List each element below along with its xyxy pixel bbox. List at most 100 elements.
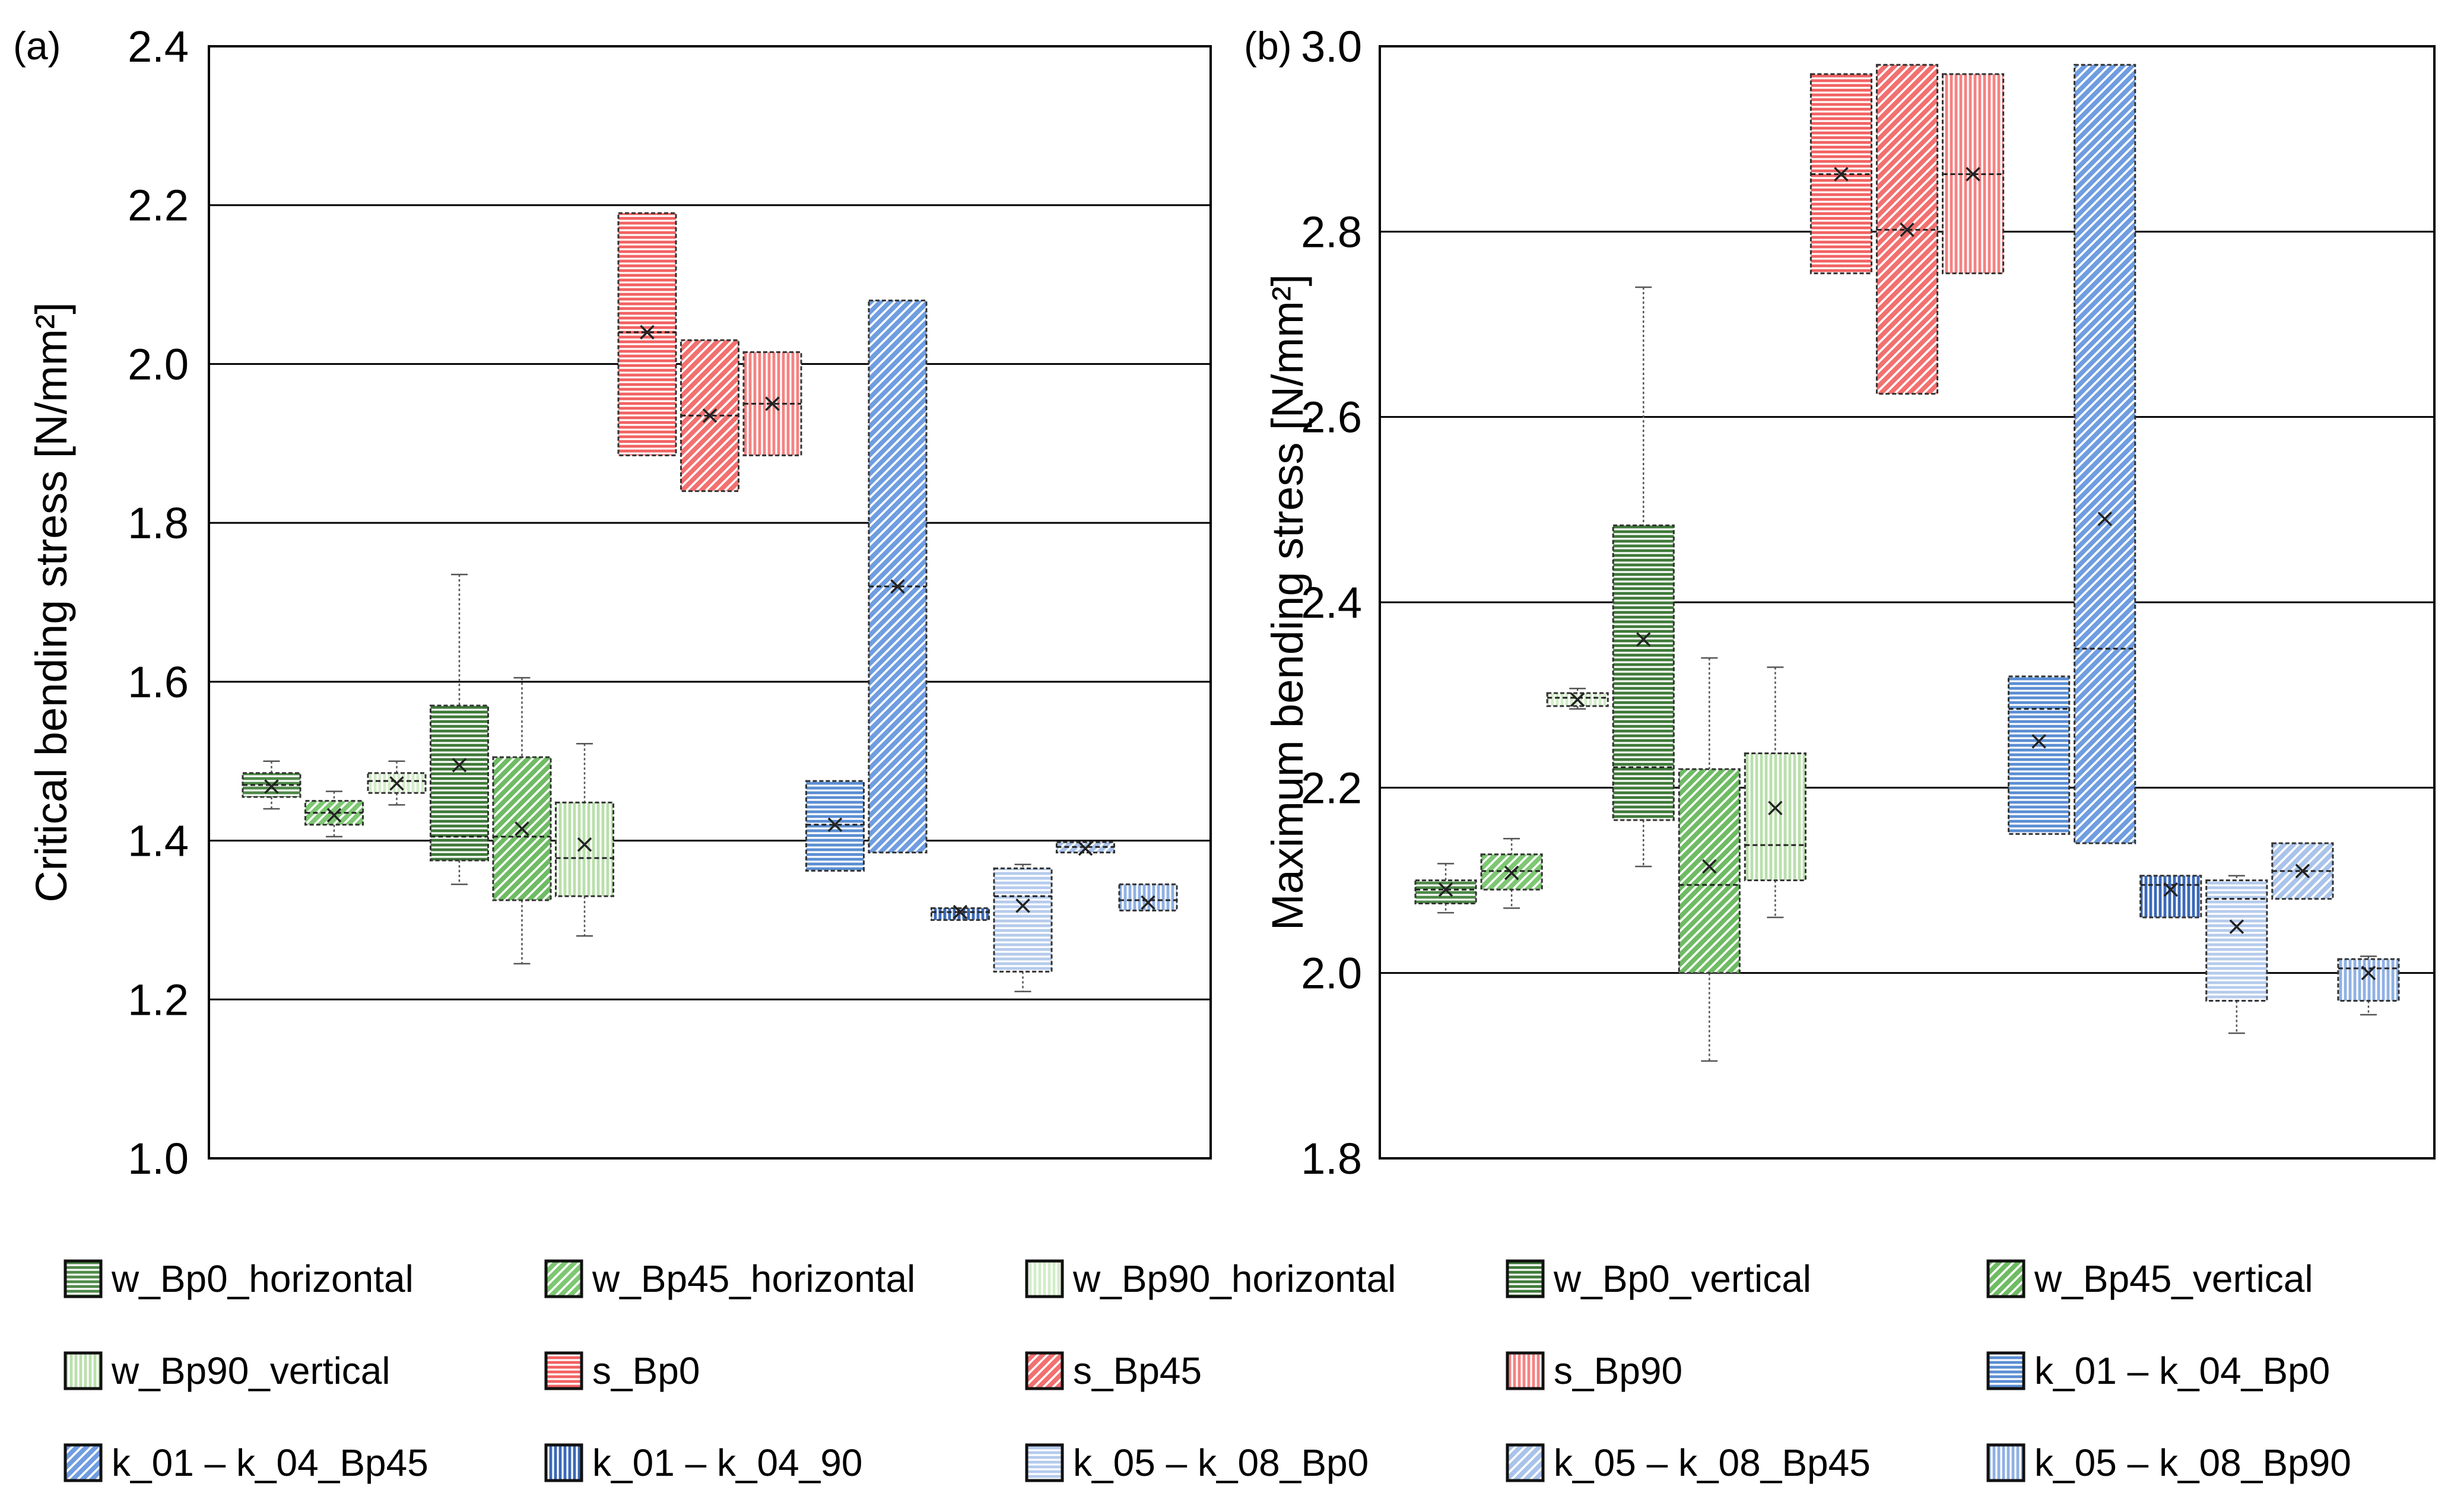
mean-marker bbox=[765, 396, 780, 411]
box-w-bp45-horizontal bbox=[304, 790, 364, 838]
box-body bbox=[930, 907, 990, 921]
box-s-bp90 bbox=[742, 351, 802, 456]
legend-label: w_Bp90_horizontal bbox=[1072, 1257, 1396, 1300]
box-w-bp45-vertical bbox=[1678, 657, 1741, 1062]
legend-label: s_Bp45 bbox=[1073, 1349, 1202, 1392]
y-axis-title: Maximum bending stress [N/mm²] bbox=[1263, 274, 1312, 930]
mean-marker bbox=[1438, 882, 1453, 897]
legend-label: s_Bp0 bbox=[592, 1349, 700, 1392]
y-tick-label: 1.2 bbox=[128, 975, 189, 1024]
legend-swatch bbox=[64, 1259, 103, 1298]
panel-a: 1.0 1.2 1.4 1.6 1.8 2.0 2.2 2.4 Critical bending… bbox=[13, 22, 1212, 1183]
box-k-01-k-04-bp45 bbox=[2074, 63, 2136, 844]
box-body bbox=[2139, 875, 2202, 919]
box-body bbox=[2205, 879, 2268, 1002]
y-tick-label: 2.0 bbox=[1301, 949, 1362, 998]
legend-entry-k-01-k-04-bp45: k_01 – k_04_Bp45 bbox=[64, 1441, 428, 1484]
box-body bbox=[1612, 524, 1675, 821]
legend-entry-w-bp90-horizontal: w_Bp90_horizontal bbox=[1025, 1257, 1396, 1300]
mean-marker bbox=[2361, 965, 2376, 980]
box-k-01-k-04-90 bbox=[2139, 875, 2202, 919]
box-s-bp45 bbox=[1875, 63, 1939, 395]
y-tick-label: 2.4 bbox=[128, 22, 189, 71]
mean-marker bbox=[1015, 898, 1030, 913]
legend-swatch bbox=[544, 1259, 583, 1298]
mean-marker bbox=[1078, 841, 1093, 856]
panel-label: (a) bbox=[13, 24, 61, 68]
box-w-bp90-horizontal bbox=[1546, 687, 1609, 710]
y-tick-label: 2.0 bbox=[128, 339, 189, 389]
mean-marker bbox=[1966, 167, 1980, 182]
legend-label: w_Bp90_vertical bbox=[111, 1349, 390, 1392]
box-s-bp0 bbox=[1809, 73, 1873, 275]
mean-marker bbox=[1900, 222, 1915, 237]
box-k-05-k-08-bp45 bbox=[1055, 841, 1116, 856]
legend-swatch bbox=[1506, 1351, 1545, 1390]
box-body bbox=[617, 212, 677, 456]
box-w-bp90-horizontal bbox=[367, 760, 427, 806]
legend-swatch bbox=[64, 1351, 103, 1390]
legend-label: w_Bp0_horizontal bbox=[111, 1257, 414, 1300]
mean-marker bbox=[1636, 632, 1651, 647]
legend-label: w_Bp45_horizontal bbox=[592, 1257, 915, 1300]
legend-entry-w-bp0-vertical: w_Bp0_vertical bbox=[1506, 1257, 1811, 1300]
legend-label: s_Bp90 bbox=[1554, 1349, 1682, 1392]
mean-marker bbox=[2229, 919, 2244, 934]
box-body bbox=[1678, 768, 1741, 974]
legend-entry-s-bp45: s_Bp45 bbox=[1025, 1349, 1202, 1392]
legend-entry-s-bp0: s_Bp0 bbox=[544, 1349, 700, 1392]
legend-entry-k-05-k-08-bp45: k_05 – k_08_Bp45 bbox=[1506, 1441, 1871, 1484]
legend-swatch bbox=[1025, 1443, 1064, 1482]
legend-swatch bbox=[1025, 1351, 1064, 1390]
legend-entry-w-bp90-vertical: w_Bp90_vertical bbox=[64, 1349, 390, 1392]
legend-label: k_01 – k_04_Bp45 bbox=[112, 1441, 428, 1484]
box-body bbox=[1744, 752, 1806, 881]
y-tick-label: 1.8 bbox=[1301, 1134, 1362, 1183]
box-w-bp45-vertical bbox=[492, 676, 552, 965]
legend-label: k_05 – k_08_Bp0 bbox=[1073, 1441, 1369, 1484]
y-tick-label: 1.0 bbox=[128, 1134, 189, 1183]
y-axis-title: Critical bending stress [N/mm²] bbox=[27, 302, 76, 903]
legend-entry-s-bp90: s_Bp90 bbox=[1506, 1349, 1682, 1392]
y-tick-label: 2.2 bbox=[128, 181, 189, 230]
mean-marker bbox=[326, 808, 342, 822]
box-k-01-k-04-90 bbox=[930, 904, 990, 921]
mean-marker bbox=[702, 408, 717, 423]
mean-marker bbox=[577, 837, 592, 852]
mean-marker bbox=[640, 325, 655, 340]
box-body bbox=[429, 704, 490, 862]
box-w-bp45-horizontal bbox=[1480, 837, 1543, 909]
plot-frame bbox=[1379, 45, 2436, 1160]
y-tick-label: 2.4 bbox=[1301, 578, 1362, 627]
mean-marker bbox=[389, 776, 404, 791]
y-tick-label: 1.8 bbox=[128, 498, 189, 548]
legend-label: k_05 – k_08_Bp45 bbox=[1554, 1441, 1871, 1484]
box-body bbox=[993, 867, 1053, 973]
box-k-05-k-08-bp0 bbox=[993, 863, 1053, 993]
legend-label: w_Bp45_vertical bbox=[2034, 1257, 2313, 1300]
box-s-bp90 bbox=[1941, 73, 2005, 275]
mean-marker bbox=[1504, 865, 1519, 881]
box-w-bp0-horizontal bbox=[242, 760, 301, 810]
legend-label: w_Bp0_vertical bbox=[1553, 1257, 1811, 1300]
box-w-bp0-vertical bbox=[1612, 286, 1675, 868]
mean-marker bbox=[2163, 882, 2178, 897]
y-tick-label: 1.4 bbox=[128, 817, 189, 866]
box-body bbox=[367, 772, 427, 794]
mean-marker bbox=[452, 758, 467, 773]
box-w-bp90-vertical bbox=[1744, 666, 1806, 919]
panel-b: 1.8 2.0 2.2 2.4 2.6 2.8 3.0 Maximum bending str… bbox=[1244, 22, 2436, 1183]
panel-label: (b) bbox=[1244, 24, 1292, 68]
y-tick-label: 2.8 bbox=[1301, 207, 1362, 256]
legend-entry-w-bp45-horizontal: w_Bp45_horizontal bbox=[544, 1257, 915, 1300]
box-k-05-k-08-bp0 bbox=[2205, 875, 2268, 1034]
legend-entry-w-bp0-horizontal: w_Bp0_horizontal bbox=[64, 1257, 414, 1300]
legend-entry-k-05-k-08-bp90: k_05 – k_08_Bp90 bbox=[1986, 1441, 2351, 1484]
legend-label: k_01 – k_04_Bp0 bbox=[2034, 1349, 2330, 1392]
mean-marker bbox=[1570, 692, 1585, 707]
box-k-01-k-04-bp45 bbox=[868, 299, 928, 854]
legend-swatch bbox=[544, 1443, 583, 1482]
legend-swatch bbox=[544, 1351, 583, 1390]
box-body bbox=[2008, 675, 2071, 835]
